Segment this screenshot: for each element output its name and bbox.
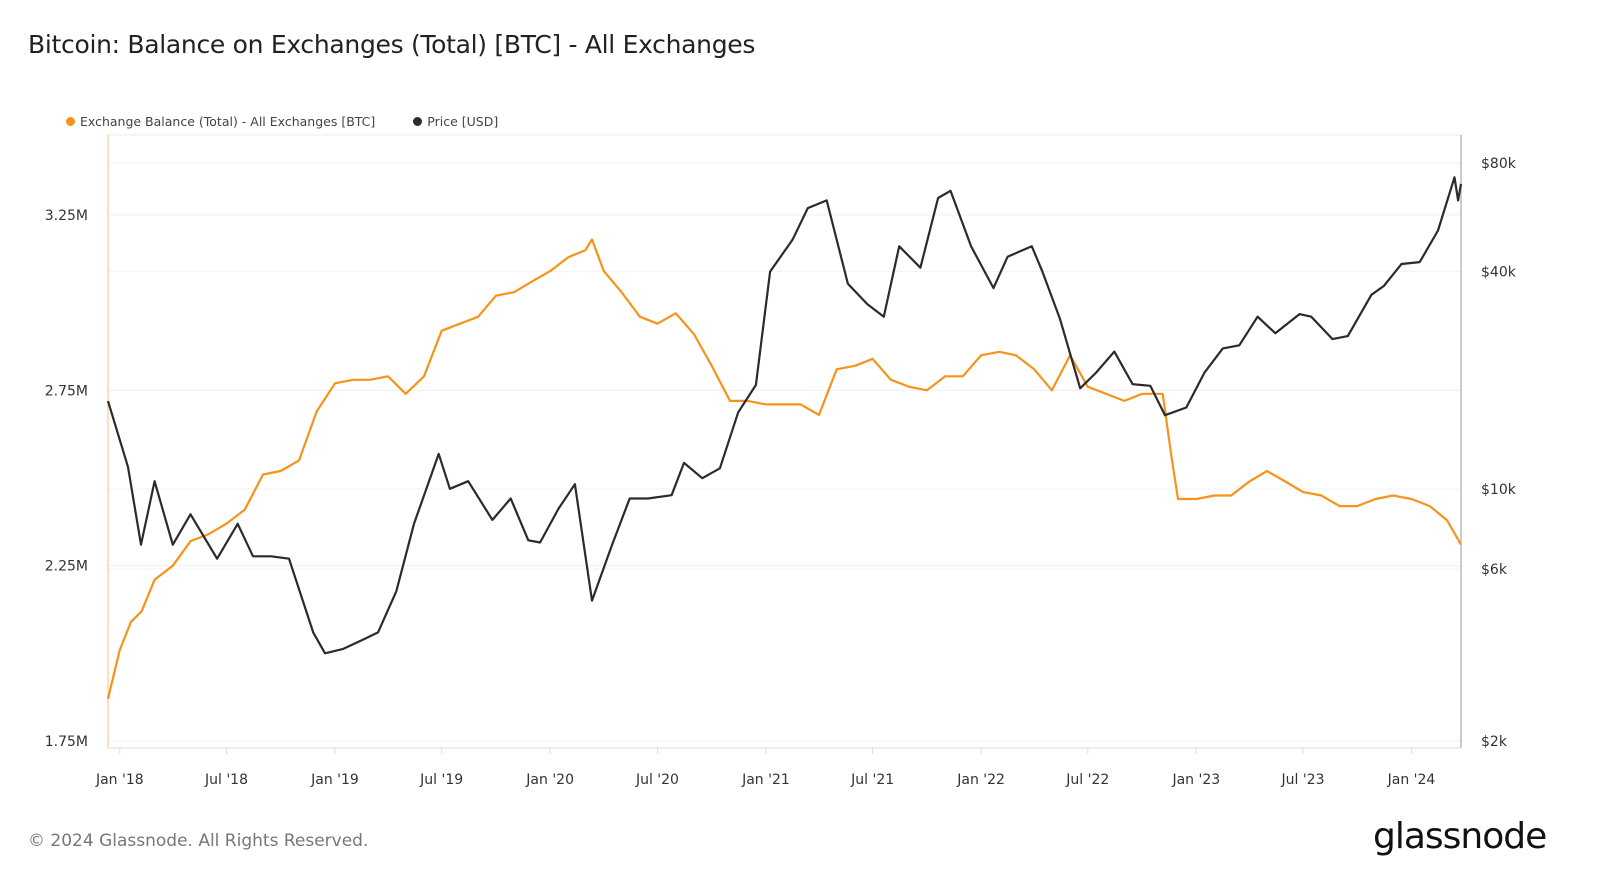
x-tick-label: Jan '22 — [956, 772, 1005, 788]
glassnode-logo: glassnode — [1373, 816, 1547, 857]
x-tick-label: Jan '24 — [1387, 772, 1436, 788]
x-tick-label: Jan '19 — [310, 772, 359, 788]
y-left-tick-label: 1.75M — [45, 734, 88, 750]
plot-frame — [107, 134, 1462, 749]
series-exchange-balance — [106, 238, 1462, 700]
legend-item-price[interactable]: Price [USD] — [413, 114, 498, 129]
x-tick-label: Jul '23 — [1280, 772, 1324, 788]
x-tick-label: Jul '21 — [850, 772, 894, 788]
legend-item-exchange-balance[interactable]: Exchange Balance (Total) - All Exchanges… — [66, 114, 375, 129]
series-price — [106, 176, 1463, 655]
x-tick-label: Jul '22 — [1065, 772, 1109, 788]
copyright: © 2024 Glassnode. All Rights Reserved. — [28, 831, 369, 851]
legend: Exchange Balance (Total) - All Exchanges… — [66, 114, 498, 129]
y-left-tick-label: 2.25M — [45, 559, 88, 575]
x-tick-label: Jan '20 — [525, 772, 574, 788]
y-left-tick-label: 3.25M — [45, 208, 88, 224]
legend-label: Price [USD] — [427, 114, 499, 129]
y-right-tick-label: $6k — [1481, 562, 1508, 578]
series-line — [106, 176, 1463, 655]
series-line — [106, 238, 1462, 700]
x-tick-label: Jan '18 — [95, 772, 144, 788]
y-left-tick-label: 2.75M — [45, 383, 88, 399]
x-tick-label: Jul '18 — [204, 772, 248, 788]
chart-title: Bitcoin: Balance on Exchanges (Total) [B… — [28, 30, 756, 59]
legend-label: Exchange Balance (Total) - All Exchanges… — [80, 114, 376, 129]
x-tick-label: Jan '23 — [1171, 772, 1220, 788]
x-tick-label: Jan '21 — [741, 772, 790, 788]
y-right-tick-label: $40k — [1481, 265, 1517, 281]
legend-dot-black — [413, 117, 423, 126]
y-right-tick-label: $2k — [1481, 734, 1508, 750]
x-tick-label: Jul '20 — [635, 772, 679, 788]
legend-dot-orange — [66, 117, 75, 126]
y-right-tick-label: $80k — [1481, 156, 1517, 172]
x-tick-label: Jul '19 — [419, 772, 463, 788]
y-right-tick-label: $10k — [1481, 482, 1517, 498]
